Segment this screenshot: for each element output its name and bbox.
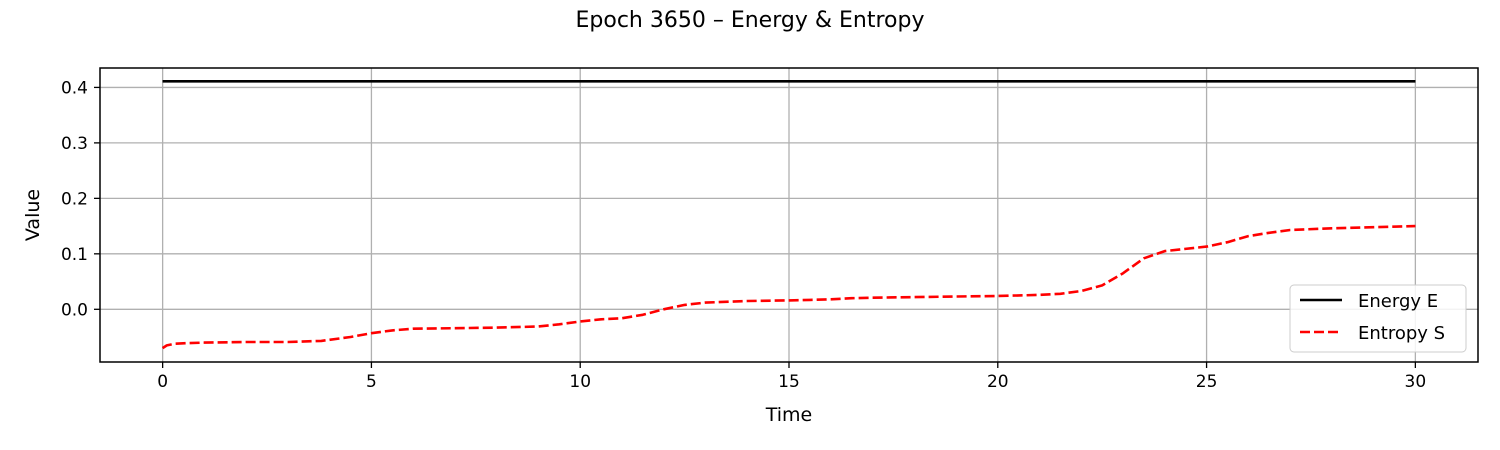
x-tick-label: 20 — [987, 372, 1009, 392]
y-tick-label: 0.1 — [61, 245, 88, 265]
legend-box — [1289, 284, 1467, 353]
y-axis-label: Value — [22, 189, 44, 241]
x-tick-label: 25 — [1196, 372, 1218, 392]
chart-title: Epoch 3650 – Energy & Entropy — [576, 8, 925, 33]
y-tick-label: 0.0 — [61, 300, 88, 320]
legend-label: Entropy S — [1358, 323, 1445, 344]
x-tick-label: 15 — [778, 372, 800, 392]
series-line-entropy — [161, 224, 1416, 350]
x-tick-label: 0 — [157, 372, 168, 392]
grid — [100, 68, 1478, 362]
x-axis-label: Time — [765, 404, 813, 426]
y-tick-label: 0.3 — [61, 134, 88, 154]
legend: Energy E Entropy S — [1289, 284, 1467, 353]
series-lines — [161, 80, 1416, 350]
y-tick-label: 0.4 — [61, 78, 88, 98]
y-tick-label: 0.2 — [61, 189, 88, 209]
ticks: 0 5 10 15 20 25 30 0.0 0.1 0.2 0.3 0.4 — [61, 78, 1426, 392]
x-tick-label: 10 — [569, 372, 591, 392]
x-tick-label: 5 — [366, 372, 377, 392]
x-tick-label: 30 — [1405, 372, 1427, 392]
legend-label: Energy E — [1358, 291, 1438, 312]
